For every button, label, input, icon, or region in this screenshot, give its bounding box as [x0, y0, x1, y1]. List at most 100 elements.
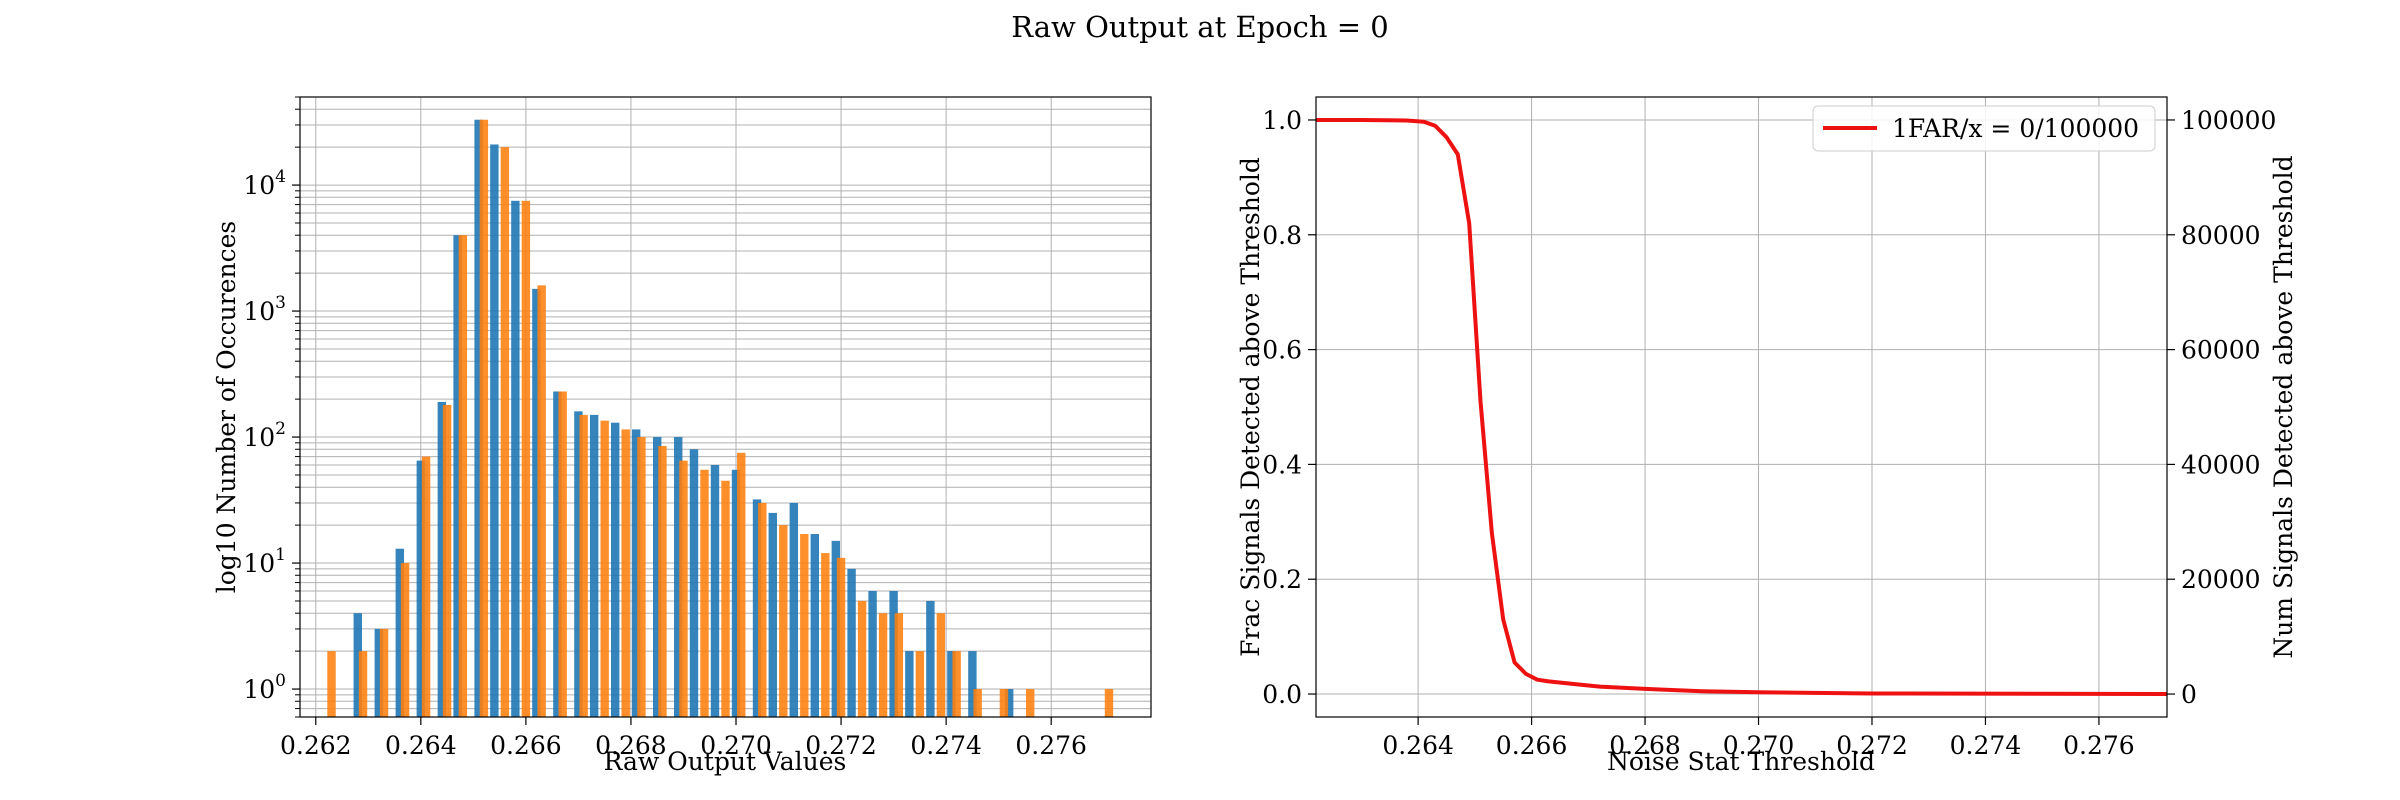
histogram-bar	[758, 502, 767, 717]
histogram-bar	[821, 553, 830, 717]
histogram-y-tick-label: 101	[243, 545, 286, 578]
line-x-tick-label: 0.270	[1723, 731, 1795, 760]
histogram-y-tick-label: 103	[243, 293, 286, 326]
histogram-x-tick-label: 0.272	[805, 731, 877, 760]
line-series-path	[1316, 118, 2168, 696]
histogram-y-tick-exponent: 0	[275, 671, 286, 691]
histogram-bar	[1104, 689, 1114, 717]
histogram-x-tick-label: 0.274	[910, 731, 982, 760]
histogram-bar	[437, 401, 447, 717]
histogram-bar	[521, 200, 531, 718]
line-frame	[1315, 96, 2168, 718]
histogram-bar	[600, 420, 609, 717]
histogram-bar	[752, 499, 762, 717]
line-y-tick-label: 0.2	[1262, 565, 1302, 594]
histogram-x-ticks: 0.262 0.264 0.266 0.268 0.270 0.272 0.274 0.276	[280, 717, 1087, 760]
histogram-bar	[490, 144, 499, 717]
histogram-bar	[621, 429, 630, 717]
histogram-bar	[579, 414, 588, 717]
histogram-x-label: Raw Output Values	[604, 747, 847, 776]
histogram-bar	[1004, 689, 1014, 717]
histogram-bar	[689, 449, 699, 717]
histogram-bar	[610, 422, 620, 717]
histogram-bar	[868, 591, 877, 717]
histogram-y-tick-label: 102	[243, 419, 286, 452]
histogram-bar	[511, 200, 520, 718]
line-y-right-tick-label: 100000	[2181, 106, 2276, 135]
line-y-right-tick-label: 0	[2181, 680, 2197, 709]
line-x-label: Noise Stat Threshold	[1607, 747, 1875, 776]
histogram-bar	[553, 391, 562, 717]
histogram-bar	[915, 651, 925, 717]
line-x-tick-label: 0.268	[1609, 731, 1681, 760]
histogram-bar	[721, 480, 730, 717]
histogram-y-tick-label: 104	[243, 167, 286, 200]
line-grid	[1316, 97, 2167, 717]
histogram-bar	[327, 651, 336, 717]
histogram-x-tick-label: 0.270	[700, 731, 772, 760]
histogram-x-tick-label: 0.264	[385, 731, 457, 760]
histogram-bar	[379, 628, 389, 717]
threshold-line-chart: 0.264 0.266 0.268 0.270 0.272 0.274 0.276 0.00…	[1236, 96, 2298, 776]
histogram-bar	[674, 437, 683, 717]
histogram-bar	[353, 613, 362, 717]
histogram-y-tick-exponent: 4	[275, 167, 286, 187]
histogram-bar	[810, 534, 820, 717]
histogram-bar	[768, 512, 777, 717]
histogram-bar	[952, 651, 961, 717]
histogram-bar	[737, 452, 746, 717]
histogram-y-tick-exponent: 2	[275, 419, 286, 439]
legend-box	[1812, 105, 2156, 152]
line-legend: 1FAR/x = 0/100000	[1812, 105, 2156, 152]
line-x-tick-label: 0.276	[2063, 731, 2135, 760]
histogram-bar	[574, 411, 583, 717]
histogram-bar	[400, 563, 410, 717]
histogram-x-tick-label: 0.276	[1015, 731, 1087, 760]
line-y-tick-label: 0.8	[1262, 221, 1302, 250]
histogram-bar	[968, 651, 977, 717]
line-x-ticks: 0.264 0.266 0.268 0.270 0.272 0.274 0.276	[1382, 717, 2135, 760]
histogram-bar	[589, 414, 599, 717]
histogram-bar	[679, 460, 688, 717]
histogram-bar	[878, 613, 888, 717]
histogram-bar	[973, 689, 982, 717]
histogram-bar	[857, 600, 867, 717]
line-x-tick-label: 0.274	[1950, 731, 2022, 760]
histogram-bar	[889, 591, 898, 717]
histogram-bar	[453, 235, 462, 717]
line-x-tick-label: 0.266	[1496, 731, 1568, 760]
histogram-bar	[947, 651, 956, 717]
line-y-ticks-right: 0 20000 40000 60000 80000 100000	[2167, 106, 2276, 709]
histogram-bar	[1025, 689, 1035, 717]
histogram-bar	[421, 456, 431, 717]
histogram-bars	[327, 119, 1114, 718]
line-y-right-tick-label: 80000	[2181, 221, 2261, 250]
histogram-bar	[731, 469, 741, 717]
histogram-bar	[532, 288, 541, 717]
histogram-y-tick-label: 100	[243, 671, 286, 704]
histogram-bar	[710, 465, 720, 717]
line-y-tick-label: 0.4	[1262, 450, 1302, 479]
histogram-y-label: log10 Number of Occurences	[212, 221, 241, 594]
histogram-bar	[374, 628, 383, 717]
figure-title: Raw Output at Epoch = 0	[1011, 10, 1389, 44]
histogram-x-tick-label: 0.266	[490, 731, 562, 760]
line-y-label-right: Num Signals Detected above Threshold	[2269, 155, 2298, 658]
histogram-bar	[831, 540, 841, 717]
histogram-bar	[789, 502, 798, 717]
histogram-bar	[474, 119, 483, 717]
histogram-bar	[500, 147, 510, 718]
histogram-chart: 0.262 0.264 0.266 0.268 0.270 0.272 0.274 0.276…	[212, 96, 1152, 776]
line-x-tick-label: 0.264	[1382, 731, 1454, 760]
histogram-bar	[395, 548, 405, 717]
histogram-bar	[537, 285, 546, 717]
histogram-bar	[458, 235, 468, 717]
line-y-label-left: Frac Signals Detected above Threshold	[1236, 157, 1265, 657]
histogram-bar	[358, 651, 368, 717]
histogram-y-tick-exponent: 1	[275, 545, 286, 565]
histogram-frame	[299, 96, 1152, 718]
histogram-x-tick-label: 0.268	[595, 731, 667, 760]
histogram-x-tick-label: 0.262	[280, 731, 352, 760]
